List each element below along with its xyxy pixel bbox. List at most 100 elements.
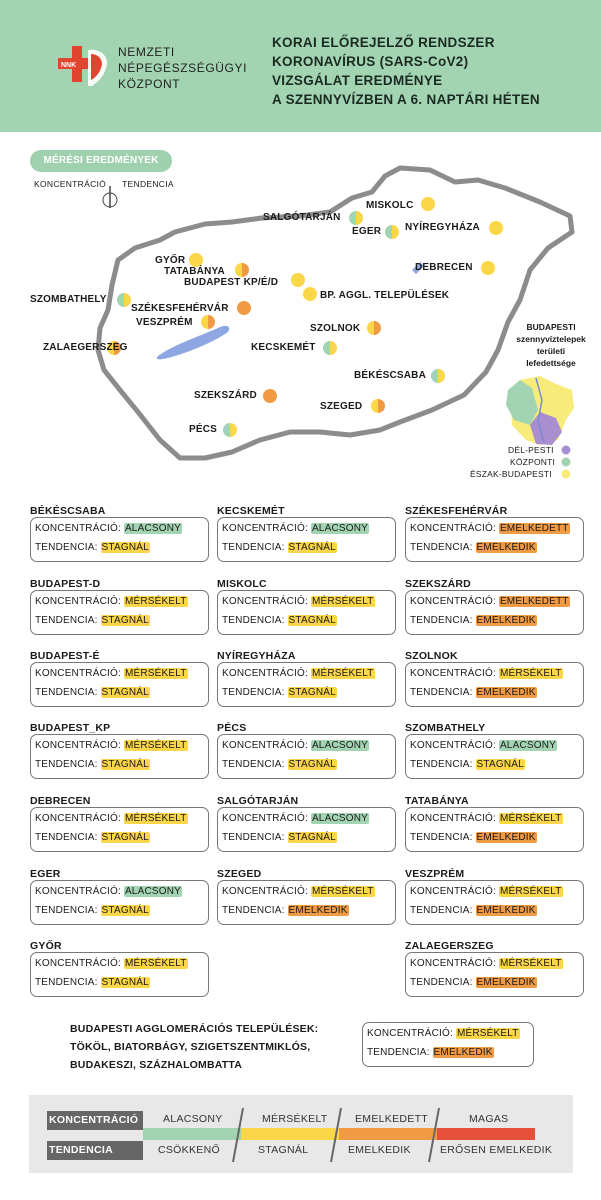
map-dot-concentration-half — [235, 263, 242, 277]
map-dot-trend-half — [488, 261, 495, 275]
concentration-value: MÉRSÉKELT — [498, 668, 563, 679]
station-card-szolnok: KONCENTRÁCIÓ: MÉRSÉKELT TENDENCIA: EMELKE… — [405, 662, 584, 707]
concentration-value: MÉRSÉKELT — [123, 813, 188, 824]
map-dot-trend-half — [496, 221, 503, 235]
legend-dividers — [232, 1107, 440, 1163]
trend-row: TENDENCIA: EMELKEDIK — [367, 1047, 494, 1058]
city-label-eger: EGER — [352, 226, 382, 237]
map-dot-trend-half — [124, 293, 131, 307]
trend-value: STAGNÁL — [475, 759, 525, 770]
organization-name: NEMZETI NÉPEGÉSZSÉGÜGYI KÖZPONT — [118, 45, 248, 91]
legend-bar-low — [143, 1128, 241, 1140]
trend-row: TENDENCIA: STAGNÁL — [35, 542, 150, 553]
trend-row: TENDENCIA: STAGNÁL — [35, 977, 150, 988]
trend-value: STAGNÁL — [287, 615, 337, 626]
concentration-row: KONCENTRÁCIÓ: ALACSONY — [222, 813, 370, 824]
station-name-budapest_e: BUDAPEST-É — [30, 650, 100, 662]
station-card-szekszard: KONCENTRÁCIÓ: EMELKEDETT TENDENCIA: EMELK… — [405, 590, 584, 635]
trend-value: STAGNÁL — [100, 977, 150, 988]
lake-balaton — [156, 325, 230, 360]
station-card-kecskemet: KONCENTRÁCIÓ: ALACSONY TENDENCIA: STAGNÁL — [217, 517, 396, 562]
map-dot-concentration-half — [107, 341, 114, 355]
city-label-bp-aggl: BP. AGGL. TELEPÜLÉSEK — [320, 290, 450, 301]
map-dot-trend-half — [242, 263, 249, 277]
station-card-pecs: KONCENTRÁCIÓ: ALACSONY TENDENCIA: STAGNÁL — [217, 734, 396, 779]
concentration-row: KONCENTRÁCIÓ: MÉRSÉKELT — [35, 813, 188, 824]
map-dot-budapest_kp — [291, 273, 305, 287]
map-dot-trend-half — [330, 341, 337, 355]
city-label-zalaegerszeg: ZALAEGERSZEG — [43, 342, 128, 353]
trend-value: EMELKEDIK — [475, 615, 537, 626]
legend-moderate: MÉRSÉKELT — [262, 1113, 328, 1125]
map-dot-trend-half — [270, 389, 277, 403]
concentration-row: KONCENTRÁCIÓ: MÉRSÉKELT — [35, 958, 188, 969]
map-dot-pecs — [223, 423, 237, 437]
station-name-tatabanya: TATABÁNYA — [405, 795, 469, 807]
concentration-value: MÉRSÉKELT — [310, 886, 375, 897]
trend-value: EMELKEDIK — [475, 832, 537, 843]
map-dot-salgotarjan — [349, 211, 363, 225]
legend-trend-label: TENDENCIA — [47, 1141, 143, 1160]
concentration-row: KONCENTRÁCIÓ: EMELKEDETT — [410, 523, 570, 534]
legend-bar-elevated — [339, 1128, 437, 1140]
station-name-budapest_d: BUDAPEST-D — [30, 578, 101, 590]
concentration-row: KONCENTRÁCIÓ: ALACSONY — [35, 886, 183, 897]
city-label-szeged: SZEGED — [320, 401, 363, 412]
trend-row: TENDENCIA: EMELKEDIK — [410, 687, 537, 698]
lake-tisza — [412, 262, 424, 274]
concentration-row: KONCENTRÁCIÓ: MÉRSÉKELT — [35, 668, 188, 679]
map-dot-concentration-half — [431, 369, 438, 383]
trend-row: TENDENCIA: STAGNÁL — [35, 615, 150, 626]
city-label-salgotarjan: SALGÓTARJÁN — [263, 212, 341, 223]
trend-row: TENDENCIA: STAGNÁL — [35, 687, 150, 698]
svg-text:NNK: NNK — [61, 62, 76, 69]
concentration-value: MÉRSÉKELT — [123, 740, 188, 751]
trend-value: STAGNÁL — [100, 905, 150, 916]
station-card-bekescsaba: KONCENTRÁCIÓ: ALACSONY TENDENCIA: STAGNÁL — [30, 517, 209, 562]
station-name-szombathely: SZOMBATHELY — [405, 722, 486, 734]
concentration-row: KONCENTRÁCIÓ: MÉRSÉKELT — [410, 668, 563, 679]
map-dot-bekescsaba — [431, 369, 445, 383]
concentration-value: ALACSONY — [123, 523, 183, 534]
concentration-row: KONCENTRÁCIÓ: ALACSONY — [410, 740, 558, 751]
map-dot-concentration-half — [223, 423, 230, 437]
nnk-logo-icon: NNK — [58, 46, 108, 86]
trend-value: STAGNÁL — [100, 832, 150, 843]
station-card-szombathely: KONCENTRÁCIÓ: ALACSONY TENDENCIA: STAGNÁL — [405, 734, 584, 779]
station-name-zalaegerszeg: ZALAEGERSZEG — [405, 940, 494, 952]
concentration-row: KONCENTRÁCIÓ: EMELKEDETT — [410, 596, 570, 607]
trend-value: STAGNÁL — [100, 687, 150, 698]
concentration-value: EMELKEDETT — [498, 596, 570, 607]
map-dot-trend-half — [298, 273, 305, 287]
station-card-szeged: KONCENTRÁCIÓ: MÉRSÉKELT TENDENCIA: EMELKE… — [217, 880, 396, 925]
trend-value: STAGNÁL — [287, 832, 337, 843]
concentration-row: KONCENTRÁCIÓ: ALACSONY — [35, 523, 183, 534]
concentration-value: ALACSONY — [310, 523, 370, 534]
concentration-value: MÉRSÉKELT — [455, 1028, 520, 1039]
map-dot-zalaegerszeg — [107, 341, 121, 355]
city-label-kecskemet: KECSKEMÉT — [251, 342, 316, 353]
budapest-inset-title: BUDAPESTI szennyvíztelepek területi lefe… — [516, 322, 586, 368]
budapest-legend-del-pesti: DÉL-PESTI — [508, 445, 554, 455]
concentration-value: MÉRSÉKELT — [123, 668, 188, 679]
agglomeration-card: KONCENTRÁCIÓ: MÉRSÉKELT TENDENCIA: EMELK… — [362, 1022, 534, 1067]
map-dot-concentration-half — [201, 315, 208, 329]
budapest-inset-map — [506, 376, 574, 445]
trend-value: STAGNÁL — [100, 759, 150, 770]
map-dot-trend-half — [356, 211, 363, 225]
station-name-salgotarjan: SALGÓTARJÁN — [217, 795, 299, 807]
station-name-szeged: SZEGED — [217, 868, 262, 880]
map-dot-veszprem — [201, 315, 215, 329]
station-name-debrecen: DEBRECEN — [30, 795, 91, 807]
concentration-value: MÉRSÉKELT — [123, 958, 188, 969]
concentration-value: ALACSONY — [310, 813, 370, 824]
trend-value: EMELKEDIK — [432, 1047, 494, 1058]
legend-high: MAGAS — [469, 1113, 509, 1125]
trend-row: TENDENCIA: STAGNÁL — [222, 615, 337, 626]
concentration-value: ALACSONY — [498, 740, 558, 751]
concentration-row: KONCENTRÁCIÓ: ALACSONY — [222, 740, 370, 751]
map-dot-concentration-half — [291, 273, 298, 287]
map-dot-trend-half — [114, 341, 121, 355]
concentration-row: KONCENTRÁCIÓ: MÉRSÉKELT — [222, 886, 375, 897]
city-label-nyiregyhaza: NYÍREGYHÁZA — [405, 222, 480, 233]
